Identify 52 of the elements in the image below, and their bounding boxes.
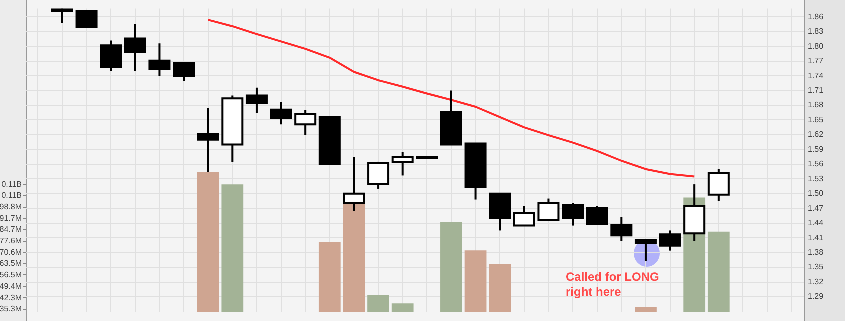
y-tick-label: 1.35 (808, 262, 824, 272)
y-tick-label: 1.53 (808, 174, 824, 184)
y-tick-label: 1.62 (808, 130, 824, 140)
y2-tick-label: 35.3M (0, 304, 22, 314)
annotation: Called for LONG right here (566, 270, 660, 300)
candlestick (148, 42, 171, 78)
y2-tick-label: 56.5M (0, 270, 22, 280)
candlestick (586, 205, 608, 226)
candlestick (538, 198, 560, 222)
y2-tick-label: 49.4M (0, 282, 22, 291)
y-tick-label: 1.59 (808, 144, 824, 154)
y2-tick-label: 0.11B (2, 191, 22, 200)
candlestick (76, 9, 98, 28)
y2-tick-label: 91.7M (0, 214, 22, 223)
y-tick-label: 1.71 (808, 86, 824, 95)
candlestick (270, 101, 292, 126)
y2-tick-label: 77.6M (0, 236, 22, 246)
y-tick-label: 1.86 (808, 12, 824, 22)
y2-tick-label: 84.7M (0, 225, 22, 234)
y-tick-label: 1.47 (808, 204, 824, 213)
y2-tick-label: 98.8M (0, 202, 22, 212)
candlestick (368, 160, 390, 190)
candlestick (51, 8, 74, 24)
y-tick-label: 1.80 (808, 42, 824, 51)
y-tick-label: 1.65 (808, 115, 824, 124)
y-tick-label: 1.50 (808, 189, 824, 198)
y2-tick-label: 0.11B (2, 180, 22, 189)
y-tick-label: 1.41 (808, 233, 824, 242)
y2-tick-label: 42.3M (0, 293, 22, 302)
candlestick (562, 202, 584, 227)
candlestick (610, 216, 633, 242)
candlestick (392, 151, 414, 177)
candlestick (173, 62, 196, 82)
candlestick (708, 168, 730, 202)
candlestick (634, 239, 657, 262)
candlestick (294, 109, 317, 136)
y-tick-label: 1.74 (808, 71, 824, 80)
y2-tick-label: 63.5M (0, 259, 22, 268)
y2-tick-label: 70.6M (0, 248, 22, 257)
y-tick-label: 1.32 (808, 277, 824, 286)
candlestick (659, 230, 682, 252)
y-tick-label: 1.44 (808, 218, 824, 228)
y-tick-label: 1.29 (808, 292, 824, 302)
y-tick-label: 1.68 (808, 100, 824, 110)
candlestick (100, 40, 122, 72)
y-tick-label: 1.38 (808, 248, 824, 257)
candlestick (246, 86, 268, 114)
y-tick-label: 1.77 (808, 56, 824, 66)
y-tick-label: 1.83 (808, 27, 824, 36)
y-tick-label: 1.56 (808, 160, 824, 169)
candlestick (124, 24, 146, 72)
candlestick (513, 205, 536, 227)
